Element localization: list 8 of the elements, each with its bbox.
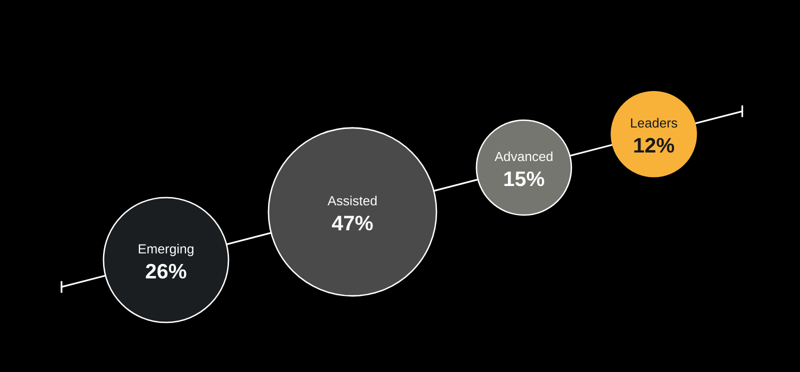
category-label: Leaders [631,118,678,128]
data-label: 15% [504,172,544,186]
data-label: 47% [332,216,373,230]
category-label: Emerging [138,244,194,256]
category-label: Advanced [494,151,552,162]
category-label: Assisted [328,196,377,206]
data-label: 26% [146,264,186,279]
data-label: 12% [634,138,674,153]
